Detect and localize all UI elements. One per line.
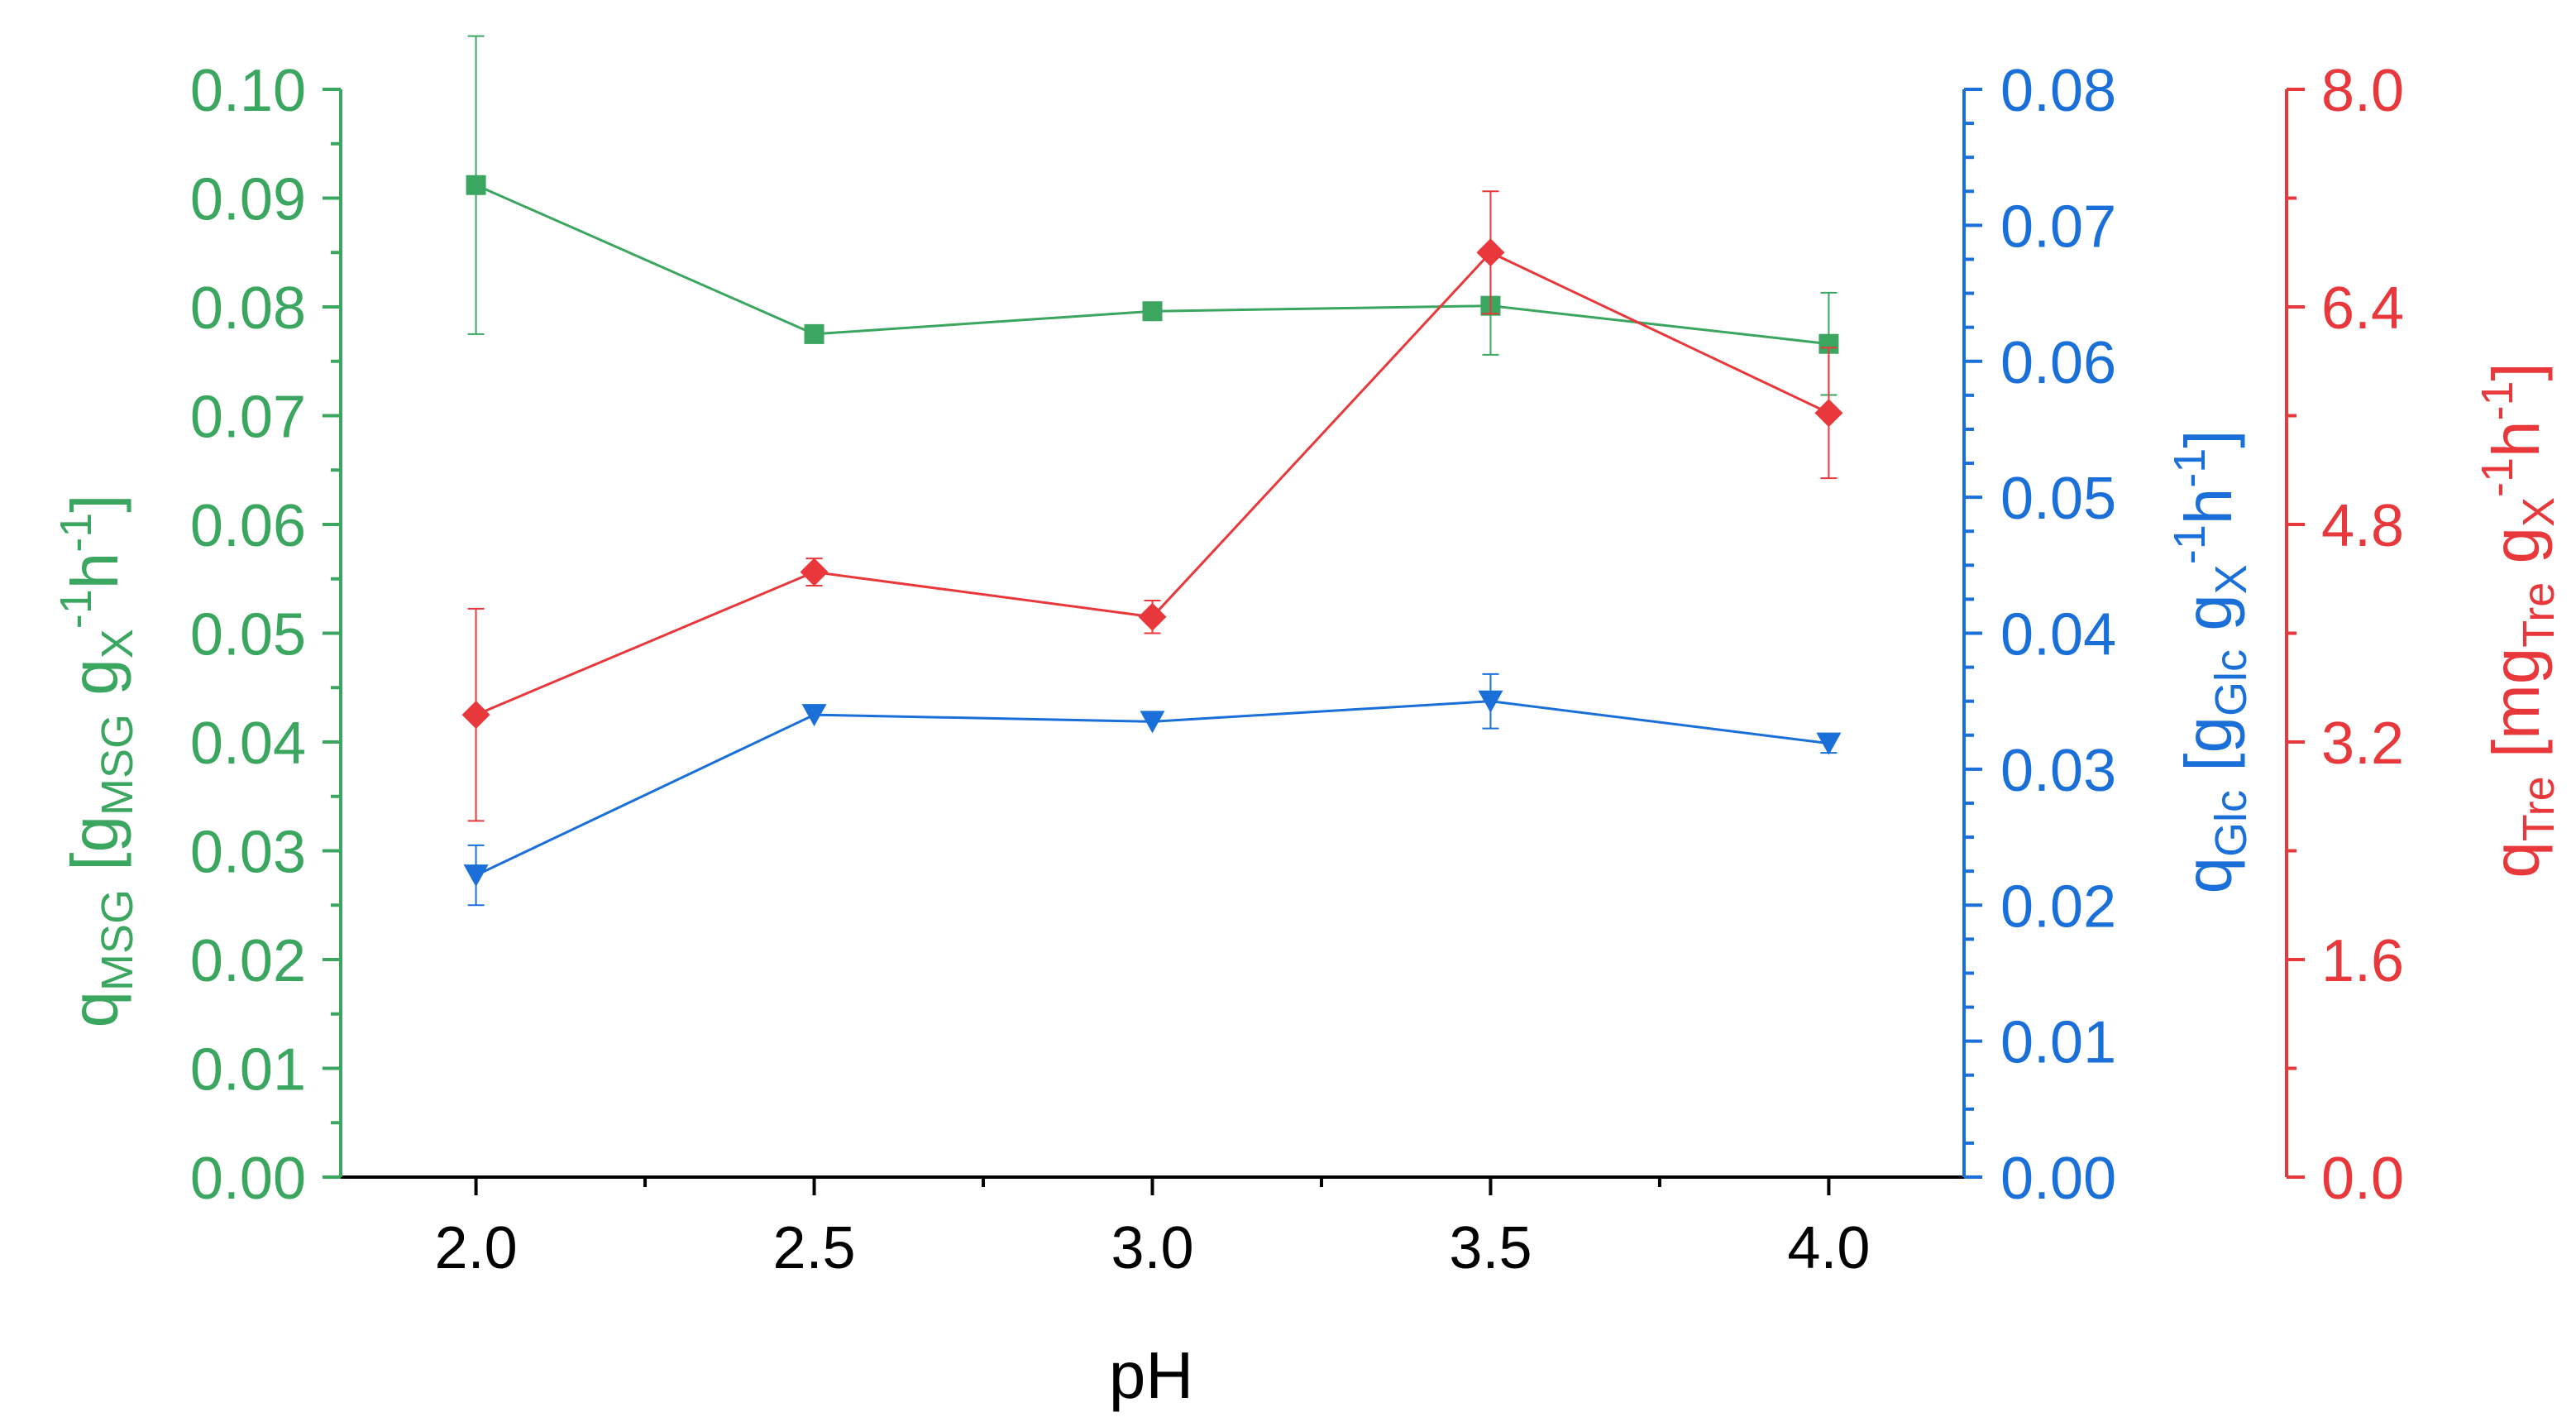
y-msg-tick-label: 0.05 xyxy=(190,602,306,668)
data-point-diamond xyxy=(461,701,490,730)
y-tre-tick-label: 0.0 xyxy=(2321,1146,2404,1212)
y-tre-tick-label: 1.6 xyxy=(2321,928,2404,994)
data-point-diamond xyxy=(1138,602,1167,631)
x-tick-label: 4.0 xyxy=(1787,1215,1870,1281)
data-point-diamond xyxy=(1814,399,1843,428)
series-qTre xyxy=(461,190,1843,822)
y-axis-msg-title: qMSG [gMSG gX-1h-1] xyxy=(51,495,142,1028)
y-glc-tick-label: 0.00 xyxy=(2000,1146,2116,1212)
y-msg-tick-label: 0.03 xyxy=(190,820,306,886)
y-msg-tick-label: 0.06 xyxy=(190,493,306,559)
y-tre-tick-label: 6.4 xyxy=(2321,275,2404,342)
y-msg-tick-label: 0.01 xyxy=(190,1037,306,1103)
data-point-square xyxy=(1142,301,1163,322)
y-msg-tick-label: 0.09 xyxy=(190,167,306,233)
data-point-triangle xyxy=(1478,690,1503,713)
data-point-diamond xyxy=(800,558,829,586)
y-glc-tick-label: 0.04 xyxy=(2000,602,2116,668)
data-point-triangle xyxy=(801,704,827,727)
y-glc-tick-label: 0.07 xyxy=(2000,194,2116,260)
y-axis-glc-title: qGlc [gGlc gX-1h-1] xyxy=(2165,430,2256,894)
axes-layer xyxy=(323,88,2305,1195)
series-qGlc xyxy=(463,673,1842,907)
y-glc-tick-label: 0.03 xyxy=(2000,738,2116,804)
x-tick-label: 3.5 xyxy=(1449,1215,1532,1281)
y-tre-tick-label: 4.8 xyxy=(2321,493,2404,559)
y-glc-tick-label: 0.05 xyxy=(2000,466,2116,532)
y-glc-tick-label: 0.08 xyxy=(2000,58,2116,124)
data-point-square xyxy=(804,323,824,344)
y-msg-tick-label: 0.07 xyxy=(190,385,306,451)
data-point-triangle xyxy=(1140,711,1165,734)
series-qMSG xyxy=(466,35,1839,396)
data-point-square xyxy=(466,175,486,195)
data-point-diamond xyxy=(1476,238,1505,267)
series-layer xyxy=(461,35,1843,907)
data-point-triangle xyxy=(1816,732,1842,755)
y-msg-tick-label: 0.04 xyxy=(190,711,306,777)
x-tick-label: 2.0 xyxy=(435,1215,518,1281)
x-tick-label: 3.0 xyxy=(1111,1215,1193,1281)
y-tre-tick-label: 3.2 xyxy=(2321,711,2404,777)
y-axis-tre-title: qTre [mgTre gX-1h-1] xyxy=(2473,362,2564,878)
x-axis-title: pH xyxy=(1109,1338,1193,1412)
x-tick-label: 2.5 xyxy=(772,1215,855,1281)
y-msg-tick-label: 0.00 xyxy=(190,1146,306,1212)
y-msg-tick-label: 0.02 xyxy=(190,928,306,994)
y-msg-tick-label: 0.08 xyxy=(190,275,306,342)
y-glc-tick-label: 0.06 xyxy=(2000,330,2116,396)
y-msg-tick-label: 0.10 xyxy=(190,58,306,124)
y-glc-tick-label: 0.02 xyxy=(2000,874,2116,940)
y-tre-tick-label: 8.0 xyxy=(2321,58,2404,124)
y-glc-tick-label: 0.01 xyxy=(2000,1010,2116,1076)
labels-layer: 2.0 2.5 3.0 3.5 4.0 0.00 0.01 0.02 0.03 0.04 0.05 0… xyxy=(190,58,2404,1281)
data-point-triangle xyxy=(463,864,489,888)
